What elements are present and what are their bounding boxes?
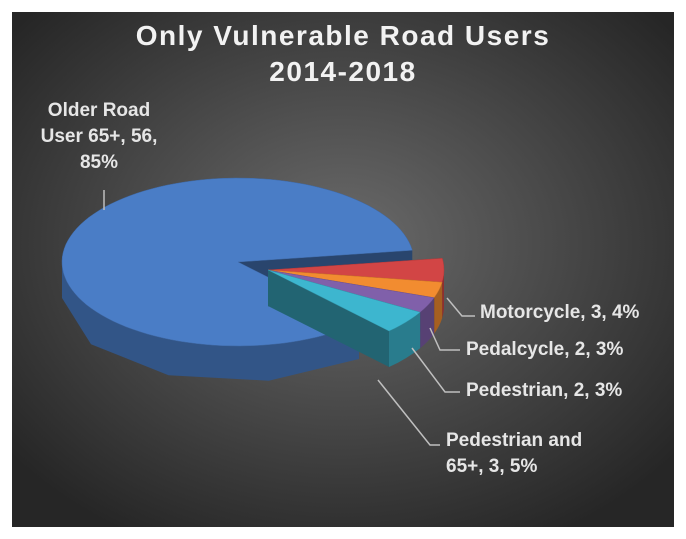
data-label: Pedalcycle, 2, 3% xyxy=(466,339,624,360)
pie xyxy=(61,177,445,381)
data-label: Motorcycle, 3, 4% xyxy=(480,302,640,323)
data-label: Pedestrian and 65+, 3, 5% xyxy=(446,430,583,477)
slice xyxy=(61,177,413,347)
slice-wall xyxy=(389,312,421,367)
leader-line xyxy=(377,379,440,446)
data-label: Older Road User 65+, 56, 85% xyxy=(40,100,158,173)
slice-face xyxy=(268,270,390,367)
leader-line xyxy=(429,327,460,351)
slice-wall xyxy=(420,297,435,349)
data-label: Pedestrian, 2, 3% xyxy=(466,380,623,401)
slice-wall xyxy=(442,270,444,319)
slice xyxy=(267,258,445,283)
leader-line xyxy=(411,347,460,393)
chart-title: Only Vulnerable Road Users 2014-2018 xyxy=(135,20,551,87)
slice xyxy=(267,269,421,332)
slice-wall xyxy=(62,262,359,381)
leader-lines xyxy=(103,190,475,446)
leader-line xyxy=(446,297,475,317)
